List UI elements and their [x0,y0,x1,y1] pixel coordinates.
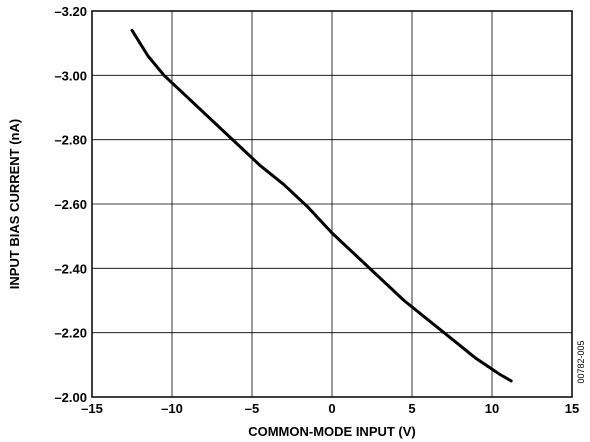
x-tick-label: 10 [485,401,499,416]
y-axis-title: INPUT BIAS CURRENT (nA) [7,119,22,289]
y-tick-label: –3.20 [54,4,87,19]
x-tick-label: 5 [408,401,415,416]
x-tick-label: –15 [81,401,103,416]
x-tick-labels: –15 –10 –5 0 5 10 15 [81,401,579,416]
x-tick-label: 0 [328,401,335,416]
series-line [130,28,513,383]
y-tick-label: –2.60 [54,197,87,212]
y-tick-label: –3.00 [54,68,87,83]
y-tick-labels: –3.20 –3.00 –2.80 –2.60 –2.40 –2.20 –2.00 [54,4,87,405]
y-tick-label: –2.80 [54,133,87,148]
series-layer [130,28,513,383]
x-tick-label: 15 [565,401,579,416]
y-tick-label: –2.00 [54,390,87,405]
y-tick-label: –2.20 [54,326,87,341]
y-tick-label: –2.40 [54,261,87,276]
x-tick-label: –10 [161,401,183,416]
x-tick-label: –5 [245,401,259,416]
figure-id: 00782-005 [576,340,586,383]
x-axis-title: COMMON-MODE INPUT (V) [248,424,416,439]
plot-frame [91,10,573,398]
grid [91,10,573,398]
